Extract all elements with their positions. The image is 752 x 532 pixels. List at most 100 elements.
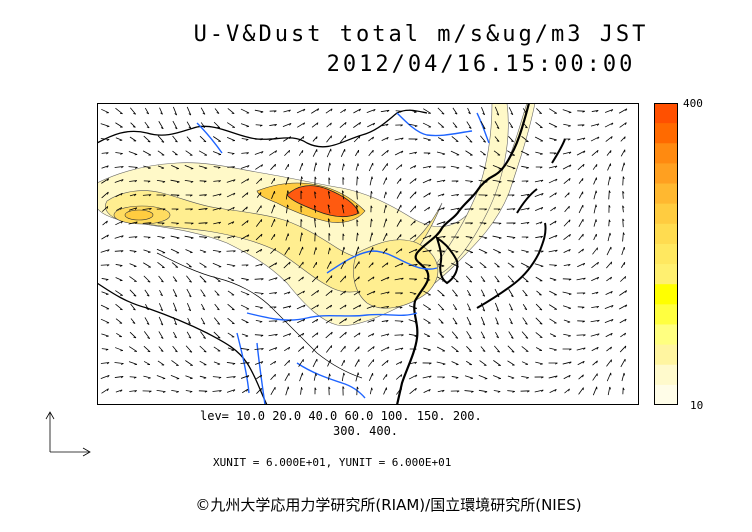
wind-vector — [227, 347, 235, 351]
wind-vector — [341, 246, 345, 256]
wind-vector — [187, 317, 191, 325]
wind-vector-head — [356, 386, 359, 390]
wind-vector-head — [188, 322, 191, 325]
wind-vector — [256, 177, 262, 185]
wind-vector-head — [471, 194, 474, 197]
wind-vector-head — [203, 351, 207, 353]
wind-vector-head — [329, 247, 331, 251]
wind-vector — [578, 233, 584, 241]
wind-vector-head — [260, 249, 263, 252]
wind-vector — [241, 333, 249, 337]
wind-vector — [268, 137, 278, 141]
wind-vector — [143, 262, 151, 268]
wind-vector-head — [302, 333, 305, 336]
wind-vector — [562, 151, 572, 155]
wind-vector — [383, 191, 387, 199]
wind-vector — [269, 292, 277, 294]
wind-vector — [101, 152, 109, 154]
wind-vector-head — [483, 140, 486, 143]
wind-vector-head — [260, 178, 263, 181]
wind-vector-head — [105, 349, 109, 351]
wind-vector — [466, 331, 472, 339]
wind-vector-head — [218, 180, 221, 183]
wind-vector-head — [484, 208, 487, 211]
wind-vector-head — [356, 219, 359, 223]
wind-vector — [408, 305, 418, 309]
wind-vector — [199, 135, 207, 143]
wind-vector-head — [582, 110, 585, 113]
wind-vector — [282, 305, 292, 309]
wind-vector — [156, 389, 166, 393]
wind-vector-head — [510, 126, 513, 129]
wind-vector — [213, 276, 221, 282]
wind-vector — [184, 165, 194, 169]
wind-vector-head — [554, 349, 557, 351]
wind-vector-head — [147, 140, 151, 143]
wind-vector — [591, 110, 599, 112]
wind-vector — [214, 108, 220, 114]
wind-vector — [240, 234, 250, 240]
wind-vector-head — [370, 205, 373, 209]
wind-vector — [255, 233, 263, 241]
wind-vector-head — [455, 251, 459, 253]
wind-vector-head — [120, 250, 124, 253]
wind-vector — [255, 124, 263, 126]
wind-vector — [100, 362, 110, 364]
wind-vector-head — [106, 206, 109, 209]
wind-vector-head — [133, 295, 137, 297]
wind-vector — [577, 163, 585, 171]
wind-vector-head — [274, 164, 276, 167]
wind-vector-head — [344, 122, 347, 125]
wind-vector — [339, 122, 347, 128]
wind-vector-head — [568, 293, 572, 296]
wind-vector — [534, 389, 544, 393]
wind-vector — [437, 289, 445, 297]
wind-vector — [185, 390, 193, 392]
wind-vector — [562, 291, 572, 295]
wind-vector — [254, 109, 264, 113]
wind-vector-head — [147, 337, 150, 339]
wind-vector — [339, 318, 347, 324]
wind-vector — [522, 121, 528, 129]
wind-vector — [354, 276, 360, 282]
wind-vector — [157, 235, 165, 239]
wind-vector-head — [624, 276, 627, 279]
wind-vector — [240, 165, 250, 169]
wind-vector — [367, 276, 375, 282]
wind-vector-head — [555, 234, 558, 238]
wind-vector — [283, 276, 291, 282]
wind-vector — [299, 232, 303, 242]
wind-vector-head — [106, 165, 109, 168]
wind-vector — [227, 108, 235, 114]
colorbar-max-label: 400 — [683, 97, 703, 110]
wind-vector-head — [569, 348, 572, 351]
wind-vector-head — [623, 232, 625, 235]
national-border — [97, 109, 428, 148]
wind-vector-head — [443, 235, 446, 239]
wind-vector — [128, 221, 138, 225]
wind-vector — [213, 166, 221, 168]
wind-vector — [563, 219, 571, 227]
wind-vector — [268, 333, 278, 337]
wind-vector-head — [245, 139, 249, 141]
wind-vector-head — [205, 208, 208, 211]
contour-levels-line2: 300. 400. — [333, 424, 399, 438]
wind-vector-head — [399, 110, 403, 113]
wind-vector — [576, 277, 586, 281]
wind-vector — [437, 389, 445, 393]
wind-vector — [199, 275, 207, 283]
wind-vector-head — [288, 276, 291, 280]
wind-vector-head — [287, 386, 290, 390]
wind-vector — [268, 277, 278, 281]
wind-vector — [578, 191, 584, 199]
wind-vector — [423, 304, 431, 310]
wind-vector-head — [359, 304, 362, 308]
wind-vector-head — [611, 305, 614, 308]
wind-vector-head — [454, 126, 458, 128]
wind-vector — [200, 317, 206, 325]
wind-vector — [128, 166, 138, 168]
wind-vector — [129, 376, 137, 378]
wind-vector-head — [568, 375, 571, 378]
wind-vector-head — [314, 176, 317, 180]
wind-vector-head — [107, 191, 109, 195]
